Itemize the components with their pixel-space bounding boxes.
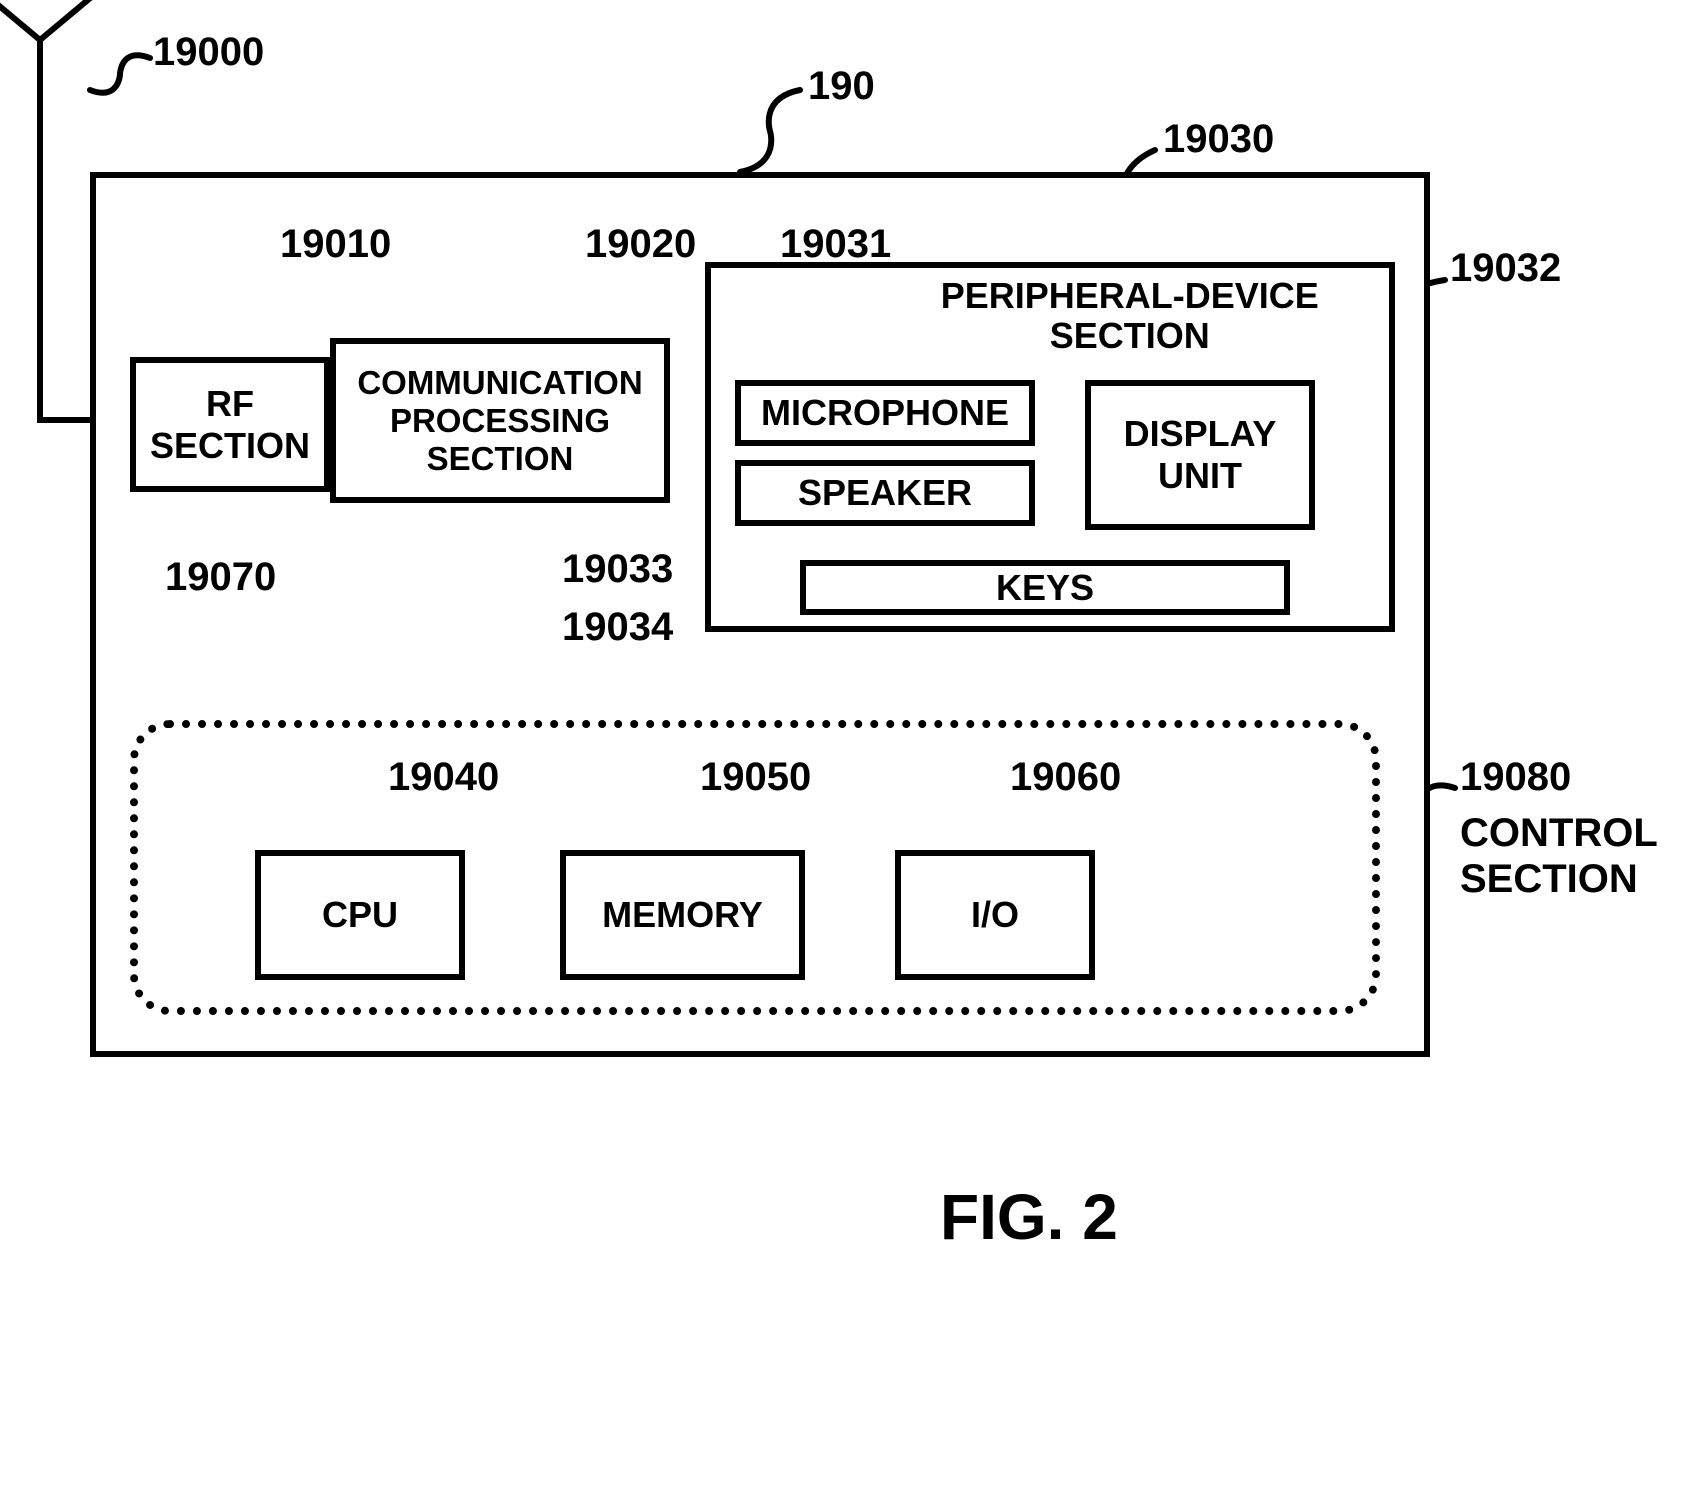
callout-19030: 19030 <box>1163 117 1274 162</box>
callout-19032: 19032 <box>1450 246 1561 291</box>
callout-19060: 19060 <box>1010 755 1121 800</box>
callout-19080: 19080 <box>1460 755 1571 800</box>
display-unit-box: DISPLAY UNIT <box>1085 380 1315 530</box>
callout-19020: 19020 <box>585 222 696 267</box>
callout-19010: 19010 <box>280 222 391 267</box>
control-section-label: CONTROL SECTION <box>1460 810 1690 902</box>
peripheral-section-title: PERIPHERAL-DEVICE SECTION <box>891 276 1370 355</box>
callout-19033: 19033 <box>562 547 673 592</box>
callout-19034: 19034 <box>562 605 673 650</box>
figure-label: FIG. 2 <box>940 1180 1118 1254</box>
callout-19070: 19070 <box>165 555 276 600</box>
callout-19000: 19000 <box>153 30 264 75</box>
callout-19050: 19050 <box>700 755 811 800</box>
comm-processing-box: COMMUNICATION PROCESSING SECTION <box>330 338 670 503</box>
diagram-canvas: PERIPHERAL-DEVICE SECTION RF SECTION COM… <box>0 0 1705 1502</box>
callout-19040: 19040 <box>388 755 499 800</box>
callout-190: 190 <box>808 64 875 109</box>
microphone-box: MICROPHONE <box>735 380 1035 446</box>
callout-19031: 19031 <box>780 222 891 267</box>
speaker-box: SPEAKER <box>735 460 1035 526</box>
rf-section-box: RF SECTION <box>130 357 330 492</box>
io-box: I/O <box>895 850 1095 980</box>
cpu-box: CPU <box>255 850 465 980</box>
memory-box: MEMORY <box>560 850 805 980</box>
keys-box: KEYS <box>800 560 1290 615</box>
